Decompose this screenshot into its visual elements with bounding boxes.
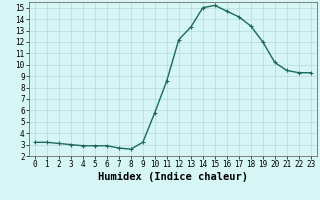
X-axis label: Humidex (Indice chaleur): Humidex (Indice chaleur) xyxy=(98,172,248,182)
